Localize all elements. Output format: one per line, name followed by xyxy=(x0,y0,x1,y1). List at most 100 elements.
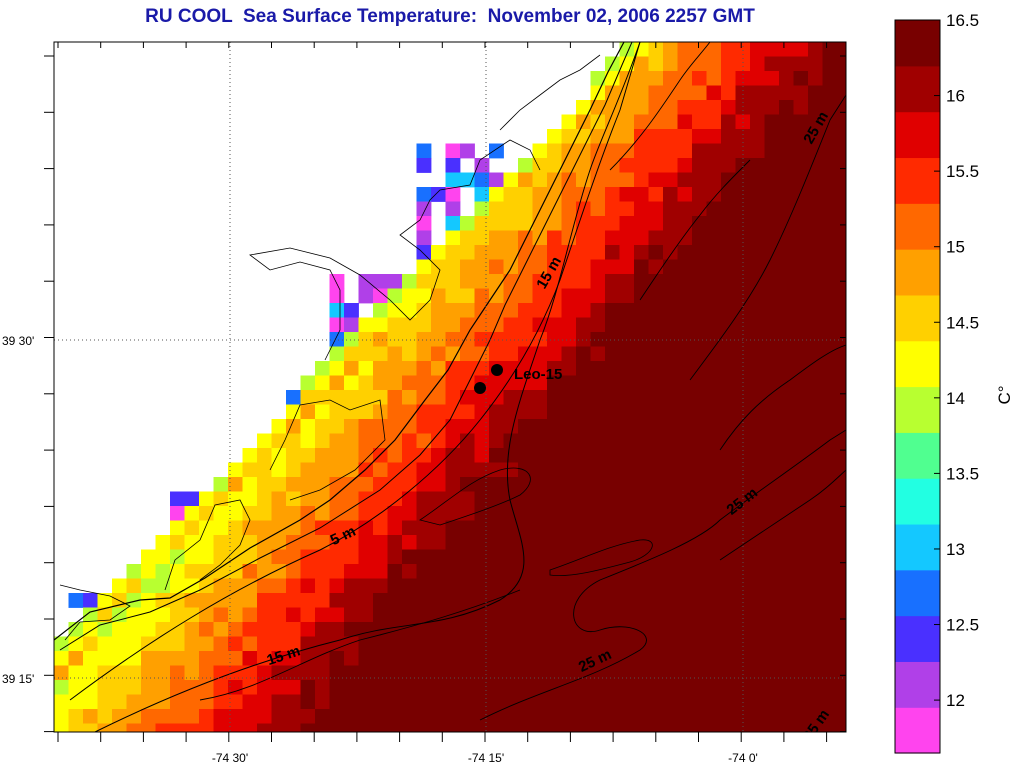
isobath-15m xyxy=(199,589,521,701)
sst-cell xyxy=(605,303,620,318)
sst-cell xyxy=(460,288,475,304)
sst-cell xyxy=(474,535,490,550)
sst-cell xyxy=(213,665,229,681)
sst-cell xyxy=(373,448,388,463)
sst-cell xyxy=(329,404,345,420)
sst-cell xyxy=(489,288,504,304)
sst-cell xyxy=(663,100,678,115)
sst-cell xyxy=(576,651,591,666)
sst-cell xyxy=(677,361,693,376)
sst-cell xyxy=(779,433,794,449)
sst-cell xyxy=(199,535,214,550)
sst-cell xyxy=(126,578,142,594)
sst-cell xyxy=(445,361,461,376)
sst-cell xyxy=(155,564,171,579)
sst-cell xyxy=(402,390,417,405)
colorbar-unit-label: C° xyxy=(995,385,1014,404)
sst-cell xyxy=(445,520,461,536)
sst-cell xyxy=(489,622,504,637)
sst-cell xyxy=(721,564,736,579)
sst-cell xyxy=(605,143,620,159)
sst-cell xyxy=(242,723,258,732)
sst-cell xyxy=(286,607,301,623)
sst-cell xyxy=(112,694,127,710)
sst-cell xyxy=(561,172,577,188)
sst-cell xyxy=(605,622,620,637)
sst-cell xyxy=(634,230,649,246)
sst-cell xyxy=(808,172,823,188)
sst-cell xyxy=(634,665,649,681)
sst-cell xyxy=(619,578,635,594)
sst-cell xyxy=(764,622,780,637)
sst-cell xyxy=(692,607,707,623)
sst-cell xyxy=(141,564,156,579)
sst-cell xyxy=(793,723,809,732)
sst-cell xyxy=(402,404,417,420)
sst-cell xyxy=(97,593,113,608)
sst-cell xyxy=(474,158,490,173)
sst-cell xyxy=(460,361,475,376)
sst-cell xyxy=(286,506,301,521)
sst-cell xyxy=(271,709,287,724)
sst-cell xyxy=(300,622,316,637)
sst-cell xyxy=(692,129,707,144)
sst-cell xyxy=(416,245,432,260)
sst-cell xyxy=(184,491,200,507)
sst-cell xyxy=(677,709,693,724)
sst-cell xyxy=(721,709,736,724)
sst-cell xyxy=(793,85,809,101)
sst-cell xyxy=(416,419,432,434)
sst-cell xyxy=(822,42,838,57)
sst-cell xyxy=(706,549,722,565)
sst-cell xyxy=(518,187,533,202)
sst-cell xyxy=(619,303,635,318)
sst-cell xyxy=(735,361,751,376)
sst-cell xyxy=(532,375,548,391)
sst-cell xyxy=(590,303,606,318)
sst-cell xyxy=(779,564,794,579)
sst-cell xyxy=(648,100,664,115)
sst-cell xyxy=(300,404,316,420)
sst-cell xyxy=(416,607,432,623)
sst-cell xyxy=(576,593,591,608)
sst-cell xyxy=(779,462,794,478)
sst-cell xyxy=(445,288,461,304)
sst-cell xyxy=(837,723,846,732)
sst-cell xyxy=(677,593,693,608)
station-marker[interactable] xyxy=(491,364,503,376)
sst-cell xyxy=(416,332,432,347)
sst-cell xyxy=(199,636,214,652)
sst-cell xyxy=(764,433,780,449)
sst-cell xyxy=(750,622,765,637)
sst-cell xyxy=(170,709,185,724)
sst-cell xyxy=(54,636,69,652)
sst-cell xyxy=(358,433,374,449)
station-marker[interactable] xyxy=(474,382,486,394)
sst-cell xyxy=(634,520,649,536)
sst-cell xyxy=(387,332,403,347)
sst-cell xyxy=(431,361,446,376)
sst-cell xyxy=(373,651,388,666)
sst-cell xyxy=(793,187,809,202)
sst-cell xyxy=(518,680,533,695)
sst-cell xyxy=(576,274,591,289)
sst-cell xyxy=(808,448,823,463)
sst-cell xyxy=(474,506,490,521)
sst-cell xyxy=(184,680,200,695)
sst-cell xyxy=(721,390,736,405)
sst-cell xyxy=(489,564,504,579)
sst-cell xyxy=(576,390,591,405)
sst-cell xyxy=(605,230,620,246)
sst-cell xyxy=(663,636,678,652)
x-tick-label: -74 30' xyxy=(212,751,248,765)
sst-cell xyxy=(590,477,606,492)
sst-cell xyxy=(416,274,432,289)
colorbar-swatch xyxy=(895,20,940,67)
sst-cell xyxy=(561,375,577,391)
sst-cell xyxy=(692,230,707,246)
sst-cell xyxy=(648,42,664,57)
sst-cell xyxy=(242,709,258,724)
sst-cell xyxy=(634,433,649,449)
sst-cell xyxy=(503,607,519,623)
